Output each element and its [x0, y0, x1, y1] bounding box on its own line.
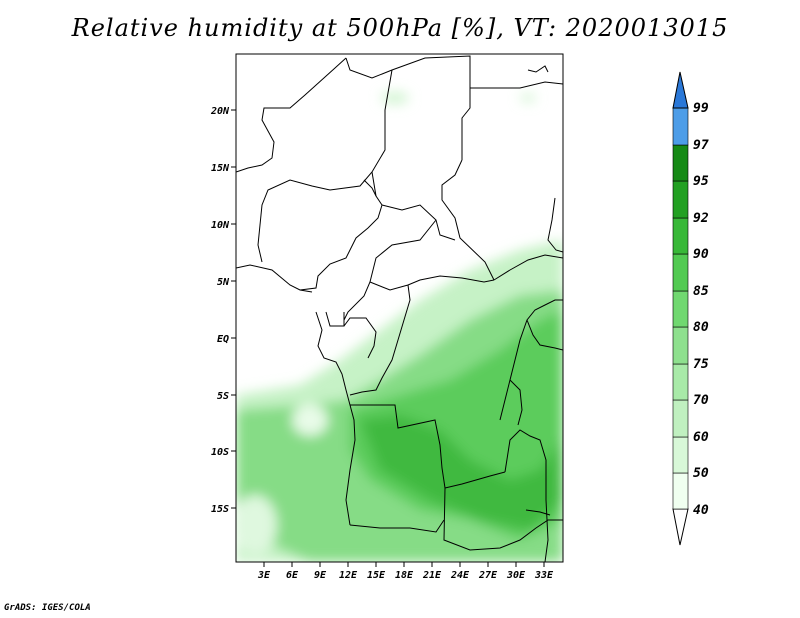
lon-tick-label: 6E: [286, 570, 299, 581]
lat-tick-label: 15S: [211, 504, 229, 515]
border-line: [526, 319, 563, 351]
border-line: [509, 379, 523, 426]
lat-tick-label: 15N: [211, 163, 230, 174]
border-line: [544, 499, 549, 562]
colorbar-label: 95: [693, 174, 709, 189]
colorbar-label: 97: [693, 138, 709, 153]
border-line: [257, 69, 393, 263]
border-line: [349, 284, 411, 396]
lat-tick-label: 20N: [210, 106, 230, 117]
colorbar-label: 80: [693, 320, 709, 335]
colorbar-label: 75: [693, 357, 709, 372]
border-line: [236, 264, 313, 293]
lon-tick-label: 30E: [506, 570, 526, 581]
colorbar-label: 70: [693, 393, 709, 408]
border-line: [369, 275, 495, 291]
colorbar-segment: [672, 180, 689, 219]
lon-tick-label: 21E: [422, 570, 442, 581]
border-line: [493, 254, 563, 281]
colorbar-label: 90: [693, 247, 709, 262]
colorbar-segment: [672, 217, 689, 255]
humidity-dry-pocket: [292, 404, 328, 436]
border-line: [443, 487, 563, 551]
border-line: [343, 317, 377, 359]
border-line: [236, 57, 347, 173]
border-line: [547, 197, 563, 253]
lat-tick-label: EQ: [217, 334, 229, 345]
border-line: [499, 299, 563, 421]
lat-tick-label: 5S: [217, 391, 229, 402]
colorbar: 40 50 60 70 75 80 85 90 92 95 97 99: [672, 71, 709, 546]
country-borders: [236, 55, 563, 562]
colorbar-segment: [672, 399, 689, 438]
colorbar-label: 92: [693, 211, 709, 226]
colorbar-top-arrow: [672, 71, 689, 109]
border-line: [363, 179, 377, 197]
lat-axis: 20N 15N 10N 5N EQ 5S 10S 15S: [210, 106, 236, 515]
lat-tick-label: 10N: [211, 220, 230, 231]
colorbar-label: 40: [693, 503, 709, 518]
border-line: [381, 204, 456, 241]
lon-tick-label: 9E: [314, 570, 327, 581]
border-line: [343, 219, 437, 321]
lat-tick-label: 10S: [211, 447, 229, 458]
colorbar-segment: [672, 144, 689, 182]
humidity-dry-pocket: [236, 495, 277, 555]
lon-tick-label: 24E: [450, 570, 470, 581]
colorbar-label: 60: [693, 430, 709, 445]
border-line: [349, 519, 445, 533]
border-line: [345, 55, 471, 160]
border-line: [527, 65, 549, 73]
colorbar-segment: [672, 363, 689, 401]
lat-tick-label: 5N: [217, 277, 230, 288]
border-line: [525, 509, 551, 516]
colorbar-label: 85: [693, 284, 709, 299]
map-frame: [235, 53, 564, 563]
border-line: [441, 159, 495, 281]
lon-tick-label: 33E: [534, 570, 554, 581]
border-line: [504, 429, 547, 500]
colorbar-segment: [672, 290, 689, 328]
chart-title: Relative humidity at 500hPa [%], VT: 202…: [71, 14, 729, 42]
humidity-patch-north: [520, 94, 536, 102]
lon-axis: 3E 6E 9E 12E 15E 18E 21E 24E 27E 30E 33E: [257, 562, 554, 581]
lon-tick-label: 12E: [339, 570, 358, 581]
humidity-field: [236, 92, 563, 562]
colorbar-segment: [672, 436, 689, 474]
colorbar-label: 99: [693, 101, 709, 116]
lon-tick-label: 27E: [478, 570, 498, 581]
border-line: [299, 171, 383, 291]
border-line: [470, 81, 563, 89]
colorbar-bottom-arrow: [672, 508, 689, 546]
humidity-shade-core: [360, 415, 563, 530]
colorbar-segment: [672, 472, 689, 510]
lon-tick-label: 3E: [257, 570, 271, 581]
grads-credit: GrADS: IGES/COLA: [4, 603, 91, 613]
humidity-patch-north: [381, 92, 409, 104]
border-line: [350, 404, 506, 489]
lon-tick-label: 18E: [395, 570, 414, 581]
colorbar-segment: [672, 326, 689, 365]
colorbar-segment: [672, 253, 689, 292]
border-line: [325, 311, 345, 327]
border-line: [315, 311, 356, 526]
colorbar-segment: [672, 107, 689, 146]
colorbar-label: 50: [693, 466, 709, 481]
lon-tick-label: 15E: [367, 570, 386, 581]
